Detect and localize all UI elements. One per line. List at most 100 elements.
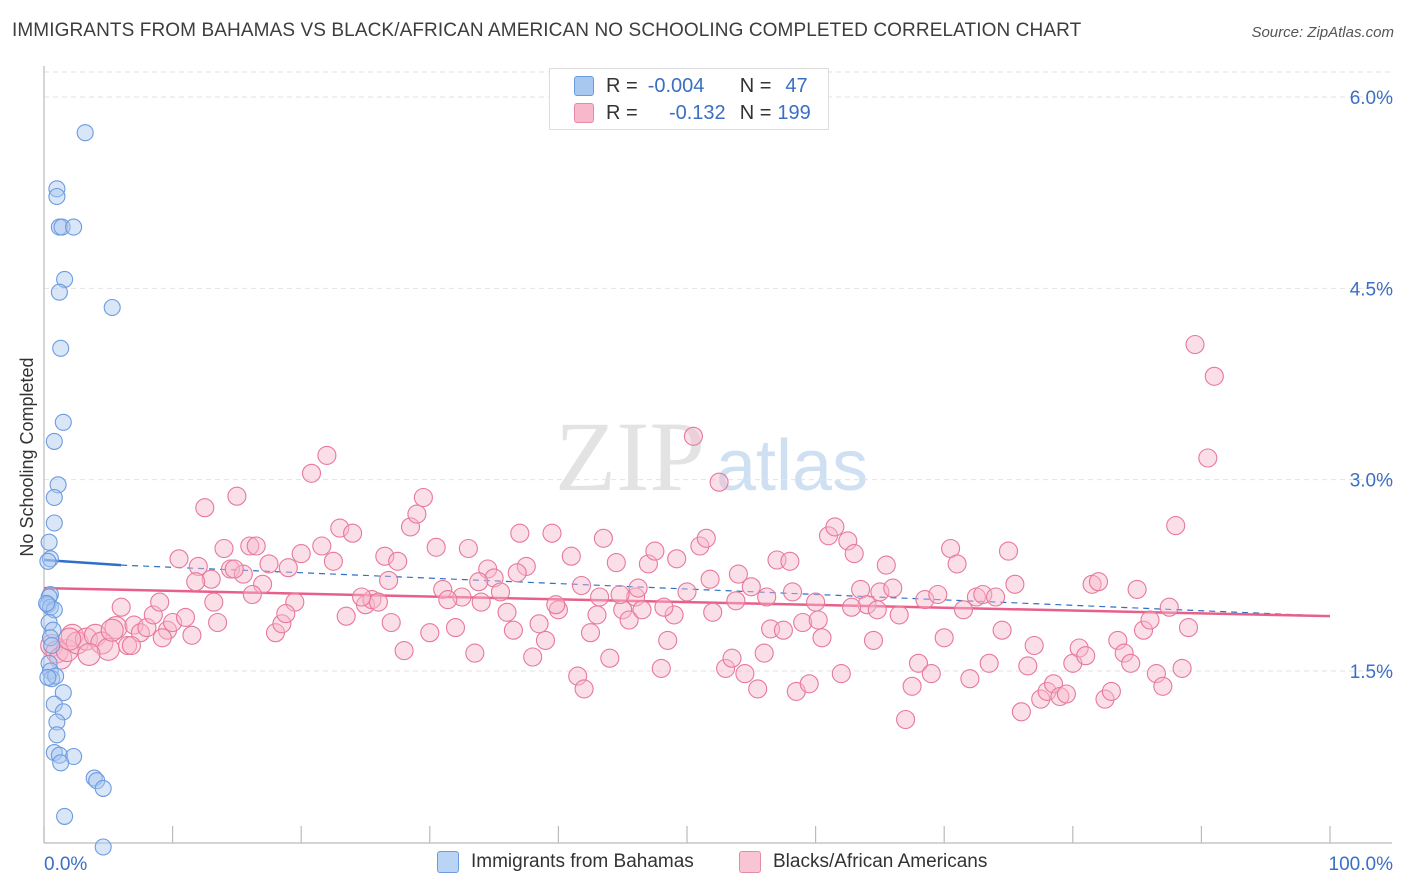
point-black: [96, 637, 120, 661]
legend-swatch-pink: [574, 103, 594, 123]
point-black: [716, 658, 736, 678]
point-black: [535, 630, 556, 650]
point-black: [548, 600, 568, 620]
point-black: [420, 623, 440, 643]
point-bahamas: [38, 594, 56, 612]
point-bahamas: [39, 552, 57, 570]
point-black: [844, 544, 864, 564]
point-black: [915, 590, 935, 610]
point-bahamas: [53, 218, 71, 236]
point-black: [780, 551, 800, 571]
point-black: [619, 610, 639, 630]
point-black: [1037, 681, 1057, 701]
point-black: [471, 592, 491, 612]
watermark-atlas: atlas: [716, 426, 868, 506]
point-black: [1159, 597, 1179, 617]
point-black: [169, 549, 189, 569]
point-black: [1095, 689, 1115, 709]
legend-swatch-blue: [574, 76, 594, 96]
legend-row-black: R = -0.132 N = 199: [574, 100, 811, 126]
point-bahamas: [94, 779, 112, 797]
point-black: [1172, 658, 1192, 678]
point-black: [100, 618, 124, 642]
point-bahamas: [39, 668, 57, 686]
point-black: [150, 592, 170, 612]
point-black: [1140, 610, 1160, 630]
point-bahamas: [94, 838, 112, 856]
point-black: [677, 582, 697, 602]
trend-line-bahamas-extension: [121, 564, 1331, 617]
point-black: [301, 463, 322, 483]
point-black: [928, 584, 948, 605]
point-black: [902, 676, 922, 696]
point-black: [741, 577, 761, 597]
point-black: [1114, 643, 1134, 663]
point-black: [227, 486, 247, 506]
correlation-legend: R = -0.004 N = 47 R = -0.132 N = 199: [549, 68, 829, 130]
point-black: [186, 572, 206, 592]
point-black: [799, 674, 819, 694]
point-black: [831, 664, 851, 684]
y-tick-label: 3.0%: [1350, 471, 1393, 492]
point-black: [312, 536, 332, 556]
point-black: [1133, 620, 1154, 640]
legend-r-label: R =: [606, 74, 638, 97]
y-tick-label: 1.5%: [1350, 662, 1393, 683]
point-black: [163, 612, 183, 633]
point-black: [253, 574, 273, 594]
point-black: [1166, 516, 1186, 536]
point-black: [204, 592, 224, 612]
point-black: [484, 568, 504, 588]
point-black: [842, 597, 862, 617]
point-black: [111, 597, 131, 617]
point-bahamas: [50, 283, 68, 301]
point-black: [1011, 702, 1031, 722]
point-black: [445, 618, 466, 638]
point-black: [628, 578, 648, 598]
point-black: [458, 538, 478, 559]
point-black: [700, 569, 720, 589]
point-black: [735, 664, 755, 684]
point-black: [992, 620, 1012, 640]
point-black: [748, 679, 768, 699]
point-black: [90, 631, 114, 655]
point-black: [195, 498, 215, 518]
watermark-zip: ZIP: [555, 401, 705, 512]
point-black: [1076, 646, 1096, 666]
point-bahamas: [54, 684, 72, 702]
point-black: [546, 595, 566, 615]
point-bahamas: [40, 533, 58, 551]
point-black: [1204, 366, 1224, 386]
point-black: [574, 679, 594, 699]
point-black: [152, 628, 172, 648]
point-bahamas: [48, 713, 66, 731]
point-black: [368, 592, 388, 612]
chart-title: IMMIGRANTS FROM BAHAMAS VS BLACK/AFRICAN…: [12, 20, 1082, 41]
point-black: [580, 623, 601, 643]
point-black: [1024, 635, 1044, 656]
point-black: [606, 553, 626, 573]
point-black: [276, 604, 296, 624]
legend-label-black: Blacks/African Americans: [773, 851, 988, 872]
point-black: [330, 518, 350, 538]
point-black: [863, 630, 884, 650]
point-black: [1121, 653, 1141, 673]
point-black: [757, 587, 777, 607]
point-black: [896, 709, 916, 730]
point-black: [667, 549, 687, 569]
point-black: [1101, 681, 1121, 701]
point-black: [876, 555, 896, 575]
legend-item-bahamas: Immigrants from Bahamas: [437, 851, 694, 873]
point-black: [857, 595, 877, 615]
point-black: [1005, 574, 1025, 594]
point-black: [632, 600, 652, 620]
point-black: [610, 584, 630, 605]
point-bahamas: [41, 550, 59, 568]
point-black: [658, 630, 678, 650]
point-black: [1088, 572, 1109, 592]
point-black: [773, 620, 793, 640]
point-black: [703, 602, 723, 622]
legend-item-black: Blacks/African Americans: [739, 851, 987, 873]
point-black: [352, 587, 372, 607]
